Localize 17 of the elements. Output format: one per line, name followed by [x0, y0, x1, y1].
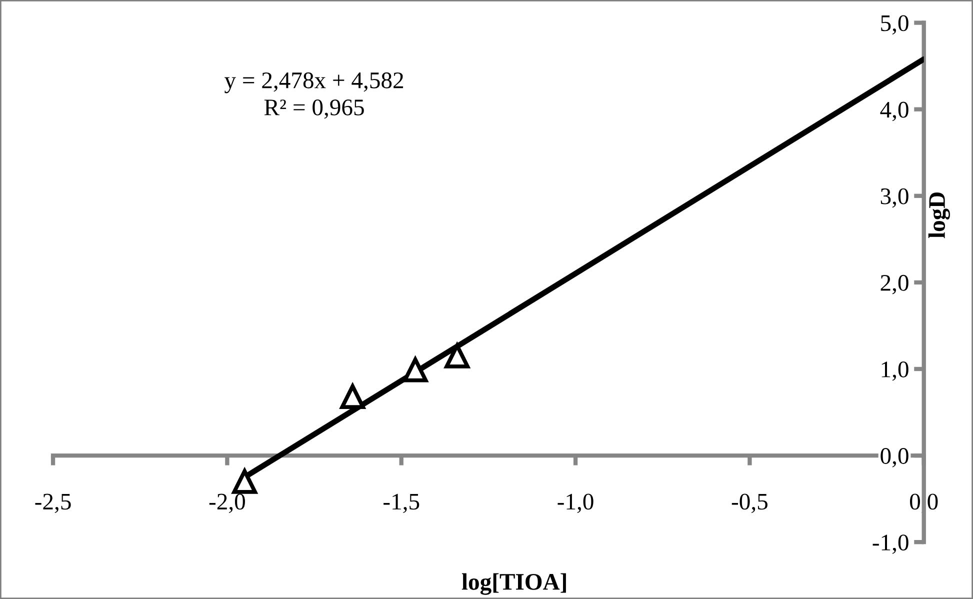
y-tick-label: 4,0 [880, 102, 908, 122]
x-axis-title: log[TIOA] [462, 573, 566, 595]
x-tick-label: -2,5 [35, 494, 71, 514]
y-tick-label: 1,0 [882, 361, 908, 381]
annotation: y = 2,478x + 4,582 [224, 72, 404, 94]
x-tick-label: -0,5 [732, 494, 768, 514]
x-tick-label: -2,0 [209, 494, 245, 514]
y-axis-title: logD [928, 192, 950, 238]
y-tick-label: 0,0 [880, 448, 908, 468]
annotation: R² = 0,965 [264, 99, 364, 119]
x-tick-label: -1,5 [384, 494, 420, 514]
point [402, 357, 428, 382]
y-tick-label: 2,0 [880, 274, 908, 294]
y-tick-label: 5,0 [881, 15, 908, 35]
y-tick-label: 3,0 [880, 188, 908, 208]
y-tick-label: -1,0 [872, 534, 908, 554]
x-tick-label: -1,0 [558, 494, 594, 514]
